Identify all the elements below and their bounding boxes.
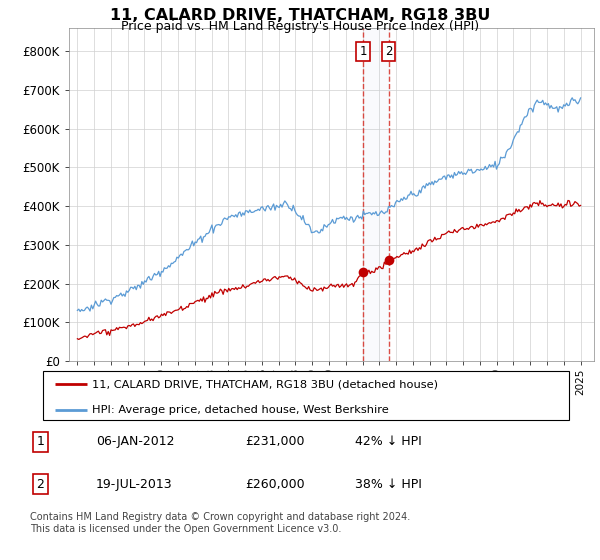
- Text: 19-JUL-2013: 19-JUL-2013: [96, 478, 172, 491]
- Text: 11, CALARD DRIVE, THATCHAM, RG18 3BU: 11, CALARD DRIVE, THATCHAM, RG18 3BU: [110, 8, 490, 24]
- Text: HPI: Average price, detached house, West Berkshire: HPI: Average price, detached house, West…: [92, 405, 389, 415]
- Text: 38% ↓ HPI: 38% ↓ HPI: [355, 478, 422, 491]
- Text: £260,000: £260,000: [245, 478, 304, 491]
- Text: Price paid vs. HM Land Registry's House Price Index (HPI): Price paid vs. HM Land Registry's House …: [121, 20, 479, 32]
- Text: 42% ↓ HPI: 42% ↓ HPI: [355, 435, 422, 449]
- Text: 11, CALARD DRIVE, THATCHAM, RG18 3BU (detached house): 11, CALARD DRIVE, THATCHAM, RG18 3BU (de…: [92, 379, 438, 389]
- Text: 2: 2: [37, 478, 44, 491]
- Text: Contains HM Land Registry data © Crown copyright and database right 2024.
This d: Contains HM Land Registry data © Crown c…: [30, 512, 410, 534]
- Text: £231,000: £231,000: [245, 435, 304, 449]
- Text: 2: 2: [385, 45, 392, 58]
- FancyBboxPatch shape: [43, 371, 569, 420]
- Text: 06-JAN-2012: 06-JAN-2012: [96, 435, 174, 449]
- Text: 1: 1: [359, 45, 367, 58]
- Text: 1: 1: [37, 435, 44, 449]
- Bar: [363, 28, 389, 361]
